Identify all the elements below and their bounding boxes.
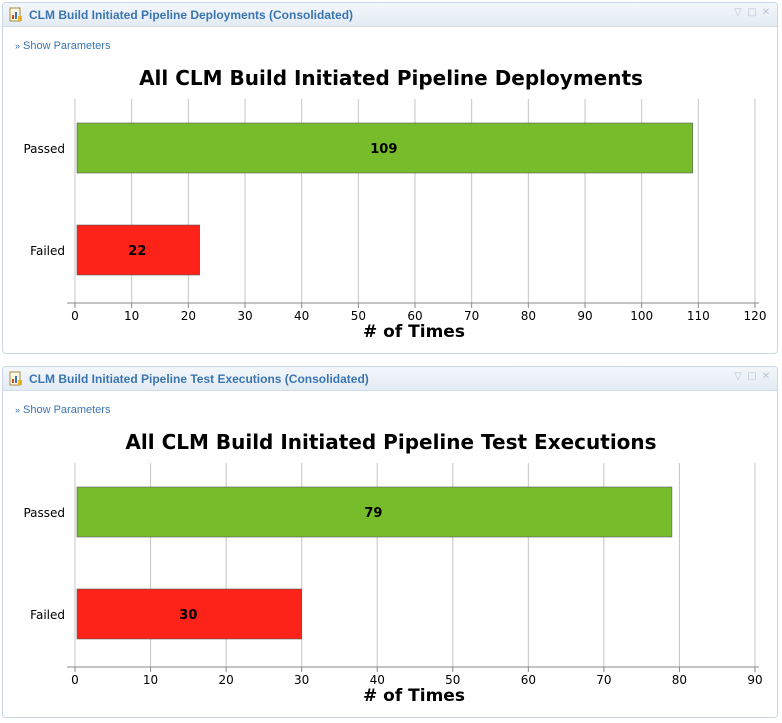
test-executions-widget: CLM Build Initiated Pipeline Test Execut… [2, 366, 778, 718]
x-tick-label: 120 [744, 309, 767, 323]
x-tick-label: 10 [124, 309, 139, 323]
x-tick-label: 30 [237, 309, 252, 323]
category-label: Failed [30, 244, 65, 258]
x-tick-label: 70 [596, 673, 611, 687]
widget-header: CLM Build Initiated Pipeline Test Execut… [3, 367, 777, 391]
x-axis-label: # of Times [363, 686, 465, 706]
bar-value-label: 109 [370, 142, 397, 157]
category-label: Passed [23, 506, 65, 520]
report-icon [9, 371, 22, 386]
deployments-bar-chart: All CLM Build Initiated Pipeline Deploym… [23, 66, 767, 342]
x-tick-label: 40 [370, 673, 385, 687]
category-label: Failed [30, 608, 65, 622]
x-tick-label: 110 [687, 309, 710, 323]
bar-passed [76, 122, 693, 174]
x-tick-label: 0 [71, 309, 79, 323]
bar-value-label: 22 [128, 244, 146, 259]
x-tick-label: 40 [294, 309, 309, 323]
x-tick-label: 50 [445, 673, 460, 687]
report-icon [9, 7, 22, 22]
close-icon[interactable]: ✕ [761, 371, 771, 382]
show-parameters-link[interactable]: » Show Parameters [15, 40, 110, 52]
collapse-icon[interactable]: ▽ [734, 371, 742, 382]
x-tick-label: 20 [218, 673, 233, 687]
x-tick-label: 70 [464, 309, 479, 323]
bar-failed [76, 588, 302, 640]
deployments-widget: CLM Build Initiated Pipeline Deployments… [2, 2, 778, 354]
x-tick-label: 50 [351, 309, 366, 323]
collapse-icon[interactable]: ▽ [734, 7, 742, 18]
maximize-icon[interactable]: □ [747, 371, 757, 382]
x-tick-label: 0 [71, 673, 79, 687]
category-label: Passed [23, 142, 65, 156]
show-parameters-link[interactable]: » Show Parameters [15, 404, 110, 416]
bar-passed [76, 486, 673, 538]
x-tick-label: 10 [143, 673, 158, 687]
x-tick-label: 80 [521, 309, 536, 323]
x-tick-label: 60 [521, 673, 536, 687]
double-chevron-down-icon: » [15, 40, 21, 51]
maximize-icon[interactable]: □ [747, 7, 757, 18]
bar-value-label: 30 [179, 608, 197, 623]
bar-value-label: 79 [364, 506, 382, 521]
bar-failed [76, 224, 200, 276]
x-tick-label: 20 [181, 309, 196, 323]
close-icon[interactable]: ✕ [761, 7, 771, 18]
chart-title: All CLM Build Initiated Pipeline Test Ex… [125, 430, 656, 454]
x-tick-label: 90 [577, 309, 592, 323]
widget-title: CLM Build Initiated Pipeline Test Execut… [29, 371, 369, 386]
x-tick-label: 30 [294, 673, 309, 687]
chart-title: All CLM Build Initiated Pipeline Deploym… [139, 66, 643, 90]
x-tick-label: 80 [672, 673, 687, 687]
test-executions-bar-chart: All CLM Build Initiated Pipeline Test Ex… [23, 430, 762, 706]
x-axis-label: # of Times [363, 322, 465, 342]
double-chevron-down-icon: » [15, 404, 21, 415]
x-tick-label: 60 [407, 309, 422, 323]
x-tick-label: 90 [747, 673, 762, 687]
widget-title: CLM Build Initiated Pipeline Deployments… [29, 7, 354, 22]
x-tick-label: 100 [630, 309, 653, 323]
show-parameters-label: Show Parameters [23, 404, 111, 416]
widget-header: CLM Build Initiated Pipeline Deployments… [3, 3, 777, 27]
show-parameters-label: Show Parameters [23, 40, 111, 52]
